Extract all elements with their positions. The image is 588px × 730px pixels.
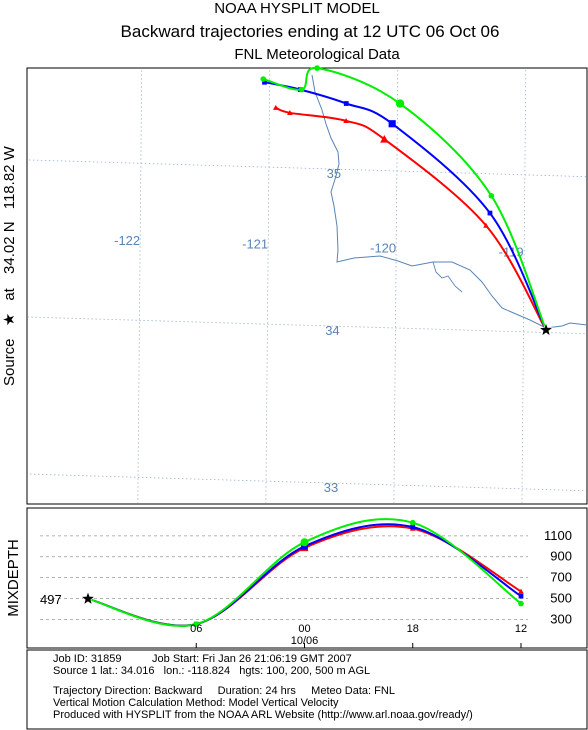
red-trajectory-marker [272, 104, 279, 110]
mixdepth-x-tick-label: 06 [190, 623, 202, 635]
red-trajectory-marker [287, 110, 293, 116]
model-title: NOAA HYSPLIT MODEL [214, 0, 380, 17]
mixdepth-x-tick-label: 18 [407, 623, 419, 635]
blue-trajectory-marker [487, 210, 493, 216]
mixdepth-label: MIXDEPTH [5, 539, 22, 617]
blue-mixdepth-marker [301, 542, 308, 550]
at-word: at [1, 287, 18, 300]
mixdepth-series [80, 518, 524, 627]
red-trajectory-marker [483, 222, 489, 228]
green-trajectory-marker [395, 99, 405, 108]
longitude-label: -121 [242, 237, 268, 252]
mixdepth-x-tick-label: 12 [515, 623, 527, 635]
blue-mixdepth-marker [518, 593, 524, 599]
blue-mixdepth-marker [410, 524, 416, 530]
latitude-label: 35 [327, 166, 341, 181]
source-lon: 118.82 W [1, 145, 18, 209]
mixdepth-x-tick-label: 00 [298, 623, 310, 635]
trajectory-title: Backward trajectories ending at 12 UTC 0… [121, 22, 500, 41]
mixdepth-axis: 300 500 700 900 1100 497 06 00 18 12 10/06 [40, 528, 572, 648]
mixdepth-y-tick-label: 900 [550, 549, 572, 564]
red-mixdepth-marker [518, 588, 524, 594]
source-star-icon [538, 322, 554, 337]
blue-trajectory-marker [262, 79, 267, 85]
map-frame [26, 67, 588, 505]
mixdepth-y-tick-label: 700 [550, 570, 572, 585]
star-icon: ★ [1, 313, 18, 326]
footer-vertical-line: Vertical Motion Calculation Method: Mode… [53, 697, 339, 709]
footer-direction-line: Trajectory Direction: Backward Duration:… [53, 685, 395, 697]
longitude-label: -122 [114, 233, 140, 248]
longitude-label: -120 [370, 240, 396, 255]
green-trajectory-marker [488, 193, 495, 199]
latitude-label: 33 [324, 480, 338, 495]
mixdepth-y-tick-label: 300 [550, 611, 572, 626]
green-mixdepth-marker [193, 621, 200, 627]
mixdepth-date-label: 10/06 [291, 635, 319, 647]
source-side-label: Source ★ at 34.02 N 118.82 W [1, 145, 18, 386]
footer-job-line: Job ID: 31859 Job Start: Fri Jan 26 21:0… [53, 653, 352, 665]
source-lat: 34.02 N [1, 221, 18, 274]
footer-frame [26, 649, 588, 730]
svg-text:Source ★ at: Source ★ at 34.02 N 118.82 W [1, 145, 18, 386]
footer-source-line: Source 1 lat.: 34.016 lon.: -118.824 hgt… [53, 665, 370, 677]
mixdepth-y-tick-label: 500 [550, 590, 572, 605]
red-trajectory-marker [380, 135, 389, 143]
green-mixdepth-marker [409, 519, 416, 526]
green-mixdepth-marker [300, 538, 309, 547]
mixdepth-y-tick-label: 1100 [544, 528, 572, 543]
trajectories [260, 65, 554, 337]
red-trajectory-marker [343, 117, 349, 124]
mixdepth-start-star-icon [80, 590, 96, 606]
county-boundary [432, 261, 463, 293]
mixdepth-start-value-label: 497 [40, 592, 62, 607]
green-trajectory-marker [298, 86, 305, 93]
meteo-data-title: FNL Meteorological Data [234, 46, 400, 63]
coastline [311, 74, 586, 329]
green-mixdepth-marker [518, 600, 524, 607]
coastline-path [311, 74, 586, 329]
blue-trajectory-marker [388, 120, 396, 128]
green-trajectory-marker [260, 76, 267, 82]
blue-trajectory-marker [343, 101, 349, 106]
footer-produced-line: Produced with HYSPLIT from the NOAA ARL … [53, 709, 473, 721]
green-trajectory-marker [314, 65, 320, 71]
latitude-label: 34 [325, 323, 339, 338]
source-prefix: Source [1, 338, 18, 386]
